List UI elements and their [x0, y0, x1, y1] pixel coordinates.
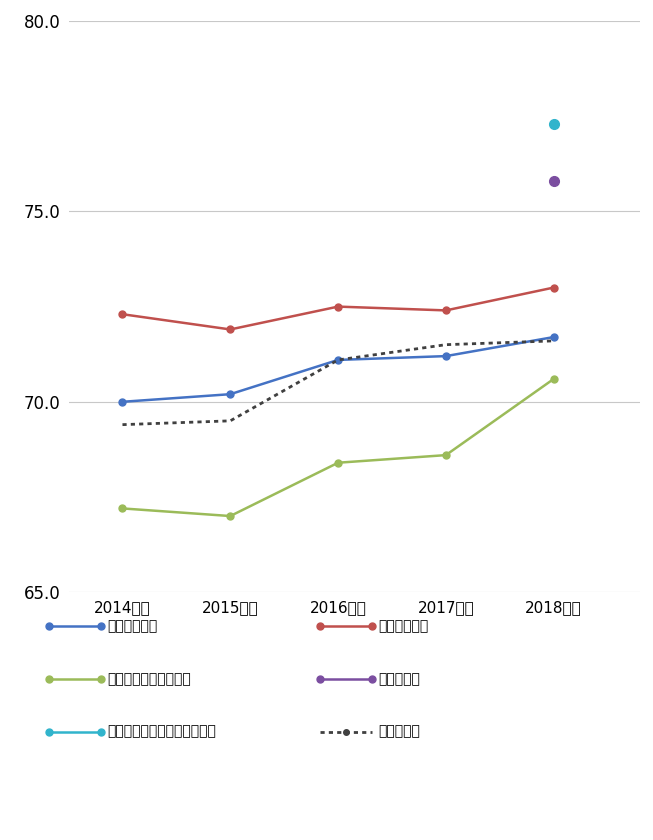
Text: 映画館平均: 映画館平均: [379, 672, 421, 685]
Text: 生命保険平均: 生命保険平均: [108, 619, 158, 633]
Text: 損害保険平均: 損害保険平均: [379, 619, 429, 633]
Text: レンタカー／カーシェア平均: レンタカー／カーシェア平均: [108, 725, 217, 738]
Text: 全業種平均: 全業種平均: [379, 725, 421, 738]
Text: クレジットカード平均: クレジットカード平均: [108, 672, 191, 685]
